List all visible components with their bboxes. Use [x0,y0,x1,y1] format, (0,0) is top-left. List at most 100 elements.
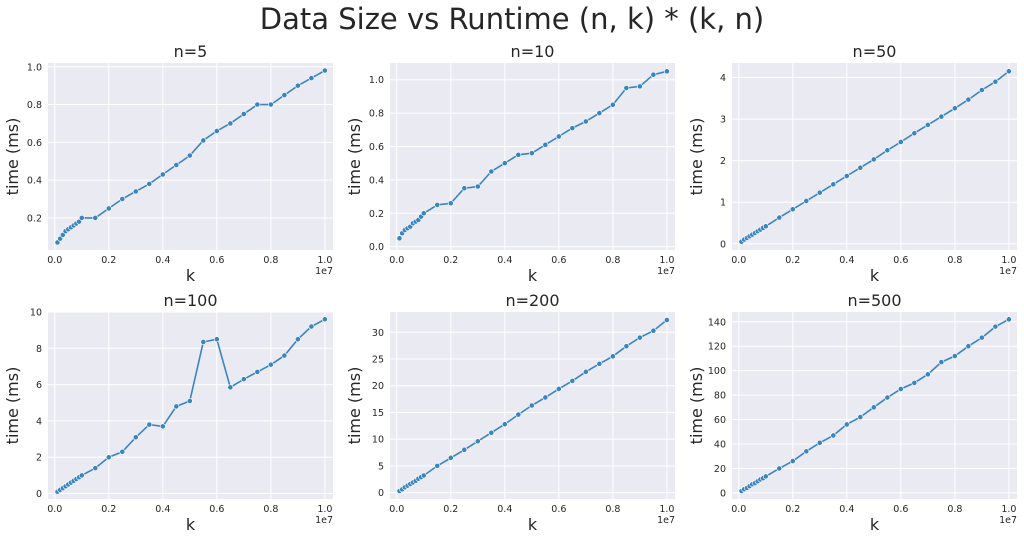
data-point [447,200,454,207]
y-tick-label: 0 [720,239,726,250]
x-tick-label: 0.2 [101,255,116,266]
y-tick-label: 0.4 [369,175,384,186]
data-point [843,173,850,179]
data-point [555,386,562,392]
x-tick-label: 1.0 [659,504,674,515]
data-point [897,139,904,145]
data-point [924,122,931,128]
x-offset-label: 1e7 [657,266,675,277]
y-tick-label: 140 [708,317,726,328]
data-point [78,214,85,221]
data-point [132,188,139,195]
x-offset-label: 1e7 [315,515,333,526]
x-axis-label: k [870,515,880,534]
y-tick-label: 2 [720,156,726,167]
data-point [803,198,810,204]
subplot-title: n=200 [505,291,559,310]
x-tick-label: 0.8 [263,255,278,266]
data-point [396,235,403,242]
data-point [294,336,301,343]
x-tick-label: 0.6 [893,504,908,515]
subplot-title: n=500 [847,291,901,310]
data-point [542,141,549,148]
data-point [555,133,562,140]
data-point [650,327,657,334]
y-tick-label: 0 [378,488,384,499]
x-offset-label: 1e7 [657,515,675,526]
subplot-2: 0.0 0.2 0.4 0.6 0.8 1.0 0.0 0.2 0.4 0.6 0.8 1.0 n=10… [345,42,675,285]
y-tick-label: 0.4 [27,176,42,187]
data-point [965,96,972,103]
data-point [884,394,891,401]
x-tick-label: 0.6 [551,255,566,266]
x-tick-label: 0.2 [101,504,116,515]
data-point [776,214,783,221]
x-tick-label: 0.2 [443,504,458,515]
x-tick-label: 0.8 [605,504,620,515]
data-point [105,205,112,212]
y-tick-label: 120 [708,342,726,353]
y-tick-label: 0.6 [369,142,384,153]
y-tick-label: 8 [36,344,42,355]
data-point [267,361,274,368]
subplot-6: 0.0 0.2 0.4 0.6 0.8 1.0 0 20 40 60 80 100 120 140 n=50… [687,291,1017,534]
x-tick-label: 0.6 [893,255,908,266]
x-axis-label: k [186,515,196,534]
data-point [1005,316,1012,323]
data-point [146,421,153,428]
data-point [186,152,193,159]
x-tick-label: 1.0 [659,255,674,266]
data-point [776,465,783,472]
data-point [173,162,180,168]
data-point [843,421,850,428]
data-point [569,378,576,384]
y-tick-label: 3 [720,115,726,126]
data-point [227,384,234,391]
y-tick-label: 0.8 [369,109,384,120]
data-point [582,368,589,375]
data-point [461,446,468,453]
data-point [186,398,193,404]
y-tick-label: 40 [714,440,726,451]
data-point [623,85,630,91]
plot-background [732,63,1017,250]
data-point [267,101,274,108]
data-point [992,323,999,330]
data-point [857,164,864,171]
data-point [884,147,891,154]
data-point [213,128,220,134]
data-point [420,210,427,217]
data-point [254,369,261,375]
x-offset-label: 1e7 [999,515,1017,526]
data-point [281,92,288,99]
y-tick-label: 10 [30,308,42,319]
data-point [582,118,589,125]
y-tick-label: 1.0 [27,62,42,73]
data-point [474,438,481,445]
data-point [663,317,670,323]
data-point [789,458,796,465]
data-point [200,339,207,345]
x-tick-label: 0.6 [209,504,224,515]
data-point [951,353,958,359]
data-point [762,473,769,480]
y-tick-label: 0 [36,489,42,500]
x-tick-label: 0.2 [785,255,800,266]
y-tick-label: 0.2 [369,209,384,220]
data-point [447,454,454,461]
data-point [924,371,931,378]
data-point [857,414,864,421]
plot-background [390,63,675,250]
data-point [92,214,99,221]
data-point [474,183,481,190]
data-point [461,185,468,192]
data-point [254,101,261,108]
data-point [978,334,985,341]
x-offset-label: 1e7 [315,266,333,277]
data-point [528,150,535,157]
data-point [911,379,918,386]
data-point [515,411,522,418]
x-tick-label: 1.0 [317,255,332,266]
y-axis-label: time (ms) [3,118,22,196]
